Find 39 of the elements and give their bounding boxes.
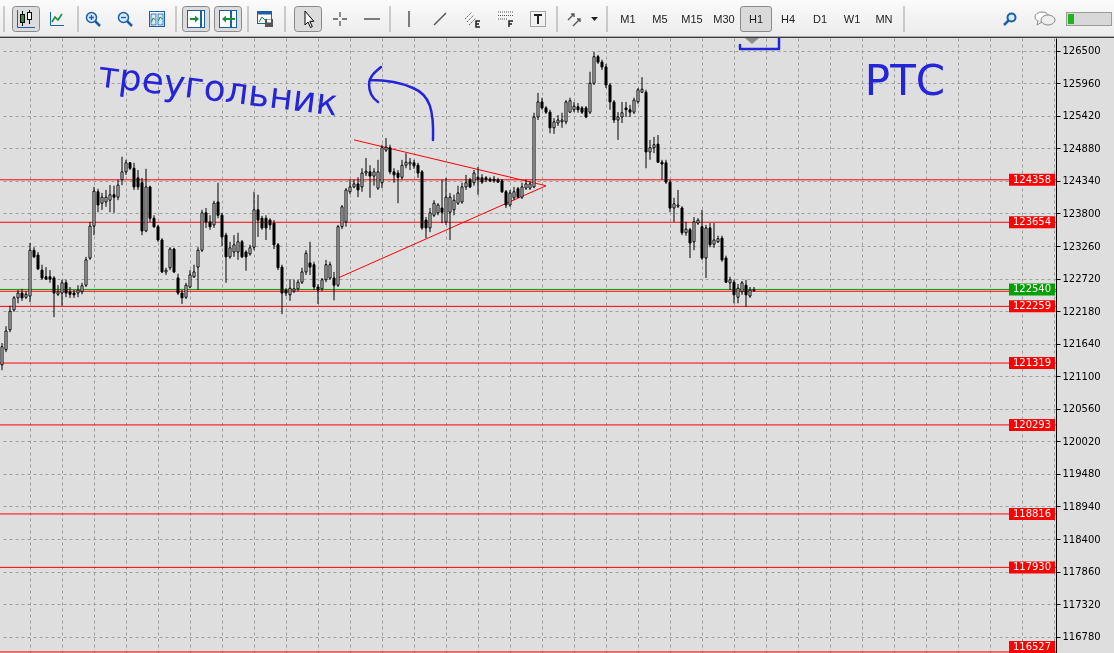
y-tick-label: 118940 — [1062, 500, 1101, 512]
y-tick-label: 126500 — [1062, 45, 1101, 57]
text: MN — [874, 12, 894, 27]
text: D1 — [811, 12, 829, 27]
y-tick-label: 123800 — [1062, 207, 1101, 219]
y-tick-label: 125960 — [1062, 77, 1101, 89]
text: M15 — [680, 12, 704, 27]
y-tick-label: 124880 — [1062, 142, 1101, 154]
y-tick-label: 119480 — [1062, 468, 1101, 480]
y-tick-label: 118400 — [1062, 533, 1101, 545]
y-tick-label: 121640 — [1062, 338, 1101, 350]
ref-line-label: 121319 — [1012, 357, 1052, 369]
text: W1 — [842, 12, 862, 27]
text: H1 — [740, 6, 772, 32]
text: H4 — [779, 12, 797, 27]
ref-line-label: 122540 — [1012, 283, 1052, 295]
ref-line-label: 116527 — [1012, 641, 1052, 652]
y-tick-label: 124340 — [1062, 175, 1101, 187]
ref-line-label: 122259 — [1012, 300, 1052, 312]
ref-line-label: 124358 — [1012, 173, 1052, 185]
y-tick-label: 120560 — [1062, 403, 1101, 415]
y-tick-label: 120020 — [1062, 435, 1101, 447]
ref-line-label: 118816 — [1012, 507, 1052, 519]
y-tick-label: 123260 — [1062, 240, 1101, 252]
y-tick-label: 122720 — [1062, 273, 1101, 285]
y-tick-label: 122180 — [1062, 305, 1101, 317]
text: M1 — [619, 12, 637, 27]
y-tick-label: 117320 — [1062, 598, 1101, 610]
annotation: РТС — [864, 56, 946, 105]
y-tick-label: 125420 — [1062, 110, 1101, 122]
ref-line-label: 117930 — [1012, 561, 1052, 573]
ref-line-label: 123654 — [1012, 216, 1052, 228]
text: M5 — [651, 12, 669, 27]
y-tick-label: 116780 — [1062, 631, 1101, 643]
annotation: треугольник — [96, 53, 341, 124]
ref-line-label: 120293 — [1012, 418, 1052, 430]
y-tick-label: 117860 — [1062, 566, 1101, 578]
text: M30 — [712, 12, 736, 27]
y-tick-label: 121100 — [1062, 370, 1101, 382]
